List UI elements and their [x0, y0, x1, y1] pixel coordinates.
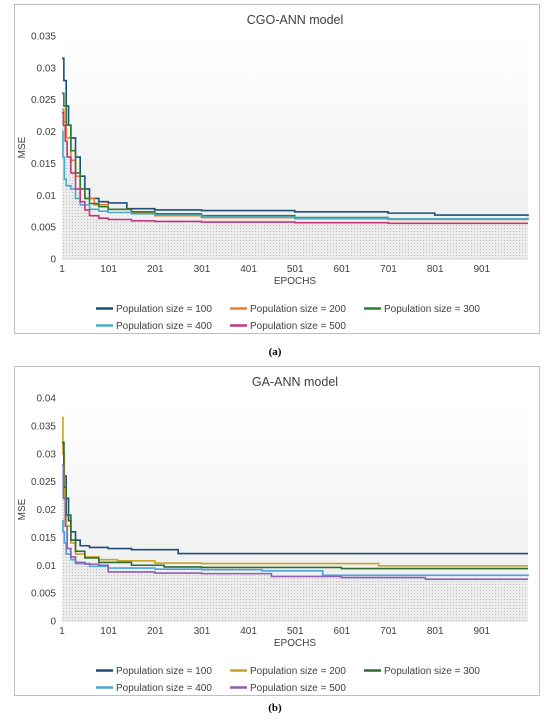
x-tick-label: 601	[334, 626, 351, 637]
chart-a: CGO-ANN model 0 0.005 0.01 0.015 0.02 0.025 0.0…	[17, 13, 529, 332]
legend-entry-3: Population size = 300	[384, 304, 480, 315]
caption-b: (b)	[0, 702, 550, 714]
legend-entry-2: Population size = 200	[250, 304, 346, 315]
series-line-4	[62, 519, 529, 577]
y-tick-label: 0.03	[37, 449, 57, 460]
x-tick-label: 301	[194, 626, 211, 637]
caption-a: (a)	[0, 346, 550, 358]
series-line-5	[62, 464, 528, 580]
chart-panel-b: GA-ANN model 0 0.005 0.01 0.015 0.02 0.025 0.03…	[0, 362, 550, 724]
x-axis-label: EPOCHS	[274, 276, 317, 287]
x-tick-label: 601	[334, 264, 351, 275]
y-tick-label: 0.025	[31, 95, 56, 106]
x-tick-label: 801	[427, 626, 444, 637]
y-tick-label: 0.005	[31, 589, 56, 600]
y-tick-label: 0.01	[37, 191, 57, 202]
y-tick-label: 0.035	[31, 421, 56, 432]
chart-title: GA-ANN model	[252, 375, 338, 389]
y-tick-label: 0.025	[31, 477, 56, 488]
legend-entry-5: Population size = 500	[250, 321, 346, 332]
x-tick-label: 901	[473, 264, 490, 275]
caption-a-label: (a)	[268, 346, 282, 358]
chart-panel-a: CGO-ANN model 0 0.005 0.01 0.015 0.02 0.025 0.0…	[0, 4, 550, 358]
caption-b-label: (b)	[268, 702, 282, 714]
x-tick-label: 701	[380, 626, 397, 637]
x-tick-label: 901	[473, 626, 490, 637]
series-line-4	[62, 130, 529, 220]
y-axis-label: MSE	[17, 498, 28, 520]
y-tick-label: 0.035	[31, 32, 56, 43]
legend-entry-1: Population size = 100	[116, 304, 212, 315]
x-tick-label: 201	[147, 264, 164, 275]
x-tick-label: 501	[287, 264, 304, 275]
x-tick-label: 201	[147, 626, 164, 637]
x-tick-label: 801	[427, 264, 444, 275]
plot-area-dotted-fill	[62, 464, 528, 621]
chart-b: GA-ANN model 0 0.005 0.01 0.015 0.02 0.025 0.03…	[17, 375, 529, 694]
legend-entry-5: Population size = 500	[250, 683, 346, 694]
x-tick-label: 1	[59, 626, 65, 637]
y-tick-label: 0.04	[37, 394, 57, 405]
x-tick-label: 301	[194, 264, 211, 275]
y-tick-label: 0	[50, 255, 56, 266]
x-tick-label: 701	[380, 264, 397, 275]
series-line-3	[62, 92, 529, 220]
x-tick-label: 101	[100, 626, 117, 637]
series-line-1	[62, 57, 529, 217]
y-tick-label: 0.015	[31, 533, 56, 544]
legend-entry-1: Population size = 100	[116, 666, 212, 677]
x-tick-label: 101	[100, 264, 117, 275]
chart-title: CGO-ANN model	[247, 13, 344, 27]
x-tick-label: 501	[287, 626, 304, 637]
y-tick-label: 0.02	[37, 505, 57, 516]
x-tick-label: 401	[240, 264, 257, 275]
legend-entry-3: Population size = 300	[384, 666, 480, 677]
y-axis-label: MSE	[17, 136, 28, 158]
series-line-5	[62, 111, 528, 225]
y-tick-label: 0	[50, 617, 56, 628]
legend-entry-4: Population size = 400	[116, 321, 212, 332]
x-tick-label: 401	[240, 626, 257, 637]
legend-entry-4: Population size = 400	[116, 683, 212, 694]
plot-area-dotted-fill	[62, 112, 528, 259]
y-tick-label: 0.005	[31, 223, 56, 234]
legend-entry-2: Population size = 200	[250, 666, 346, 677]
series-line-3	[62, 441, 528, 570]
y-tick-label: 0.015	[31, 159, 56, 170]
x-axis-label: EPOCHS	[274, 638, 317, 649]
y-tick-label: 0.02	[37, 127, 57, 138]
y-tick-label: 0.01	[37, 561, 57, 572]
x-tick-label: 1	[59, 264, 65, 275]
y-tick-label: 0.03	[37, 63, 57, 74]
